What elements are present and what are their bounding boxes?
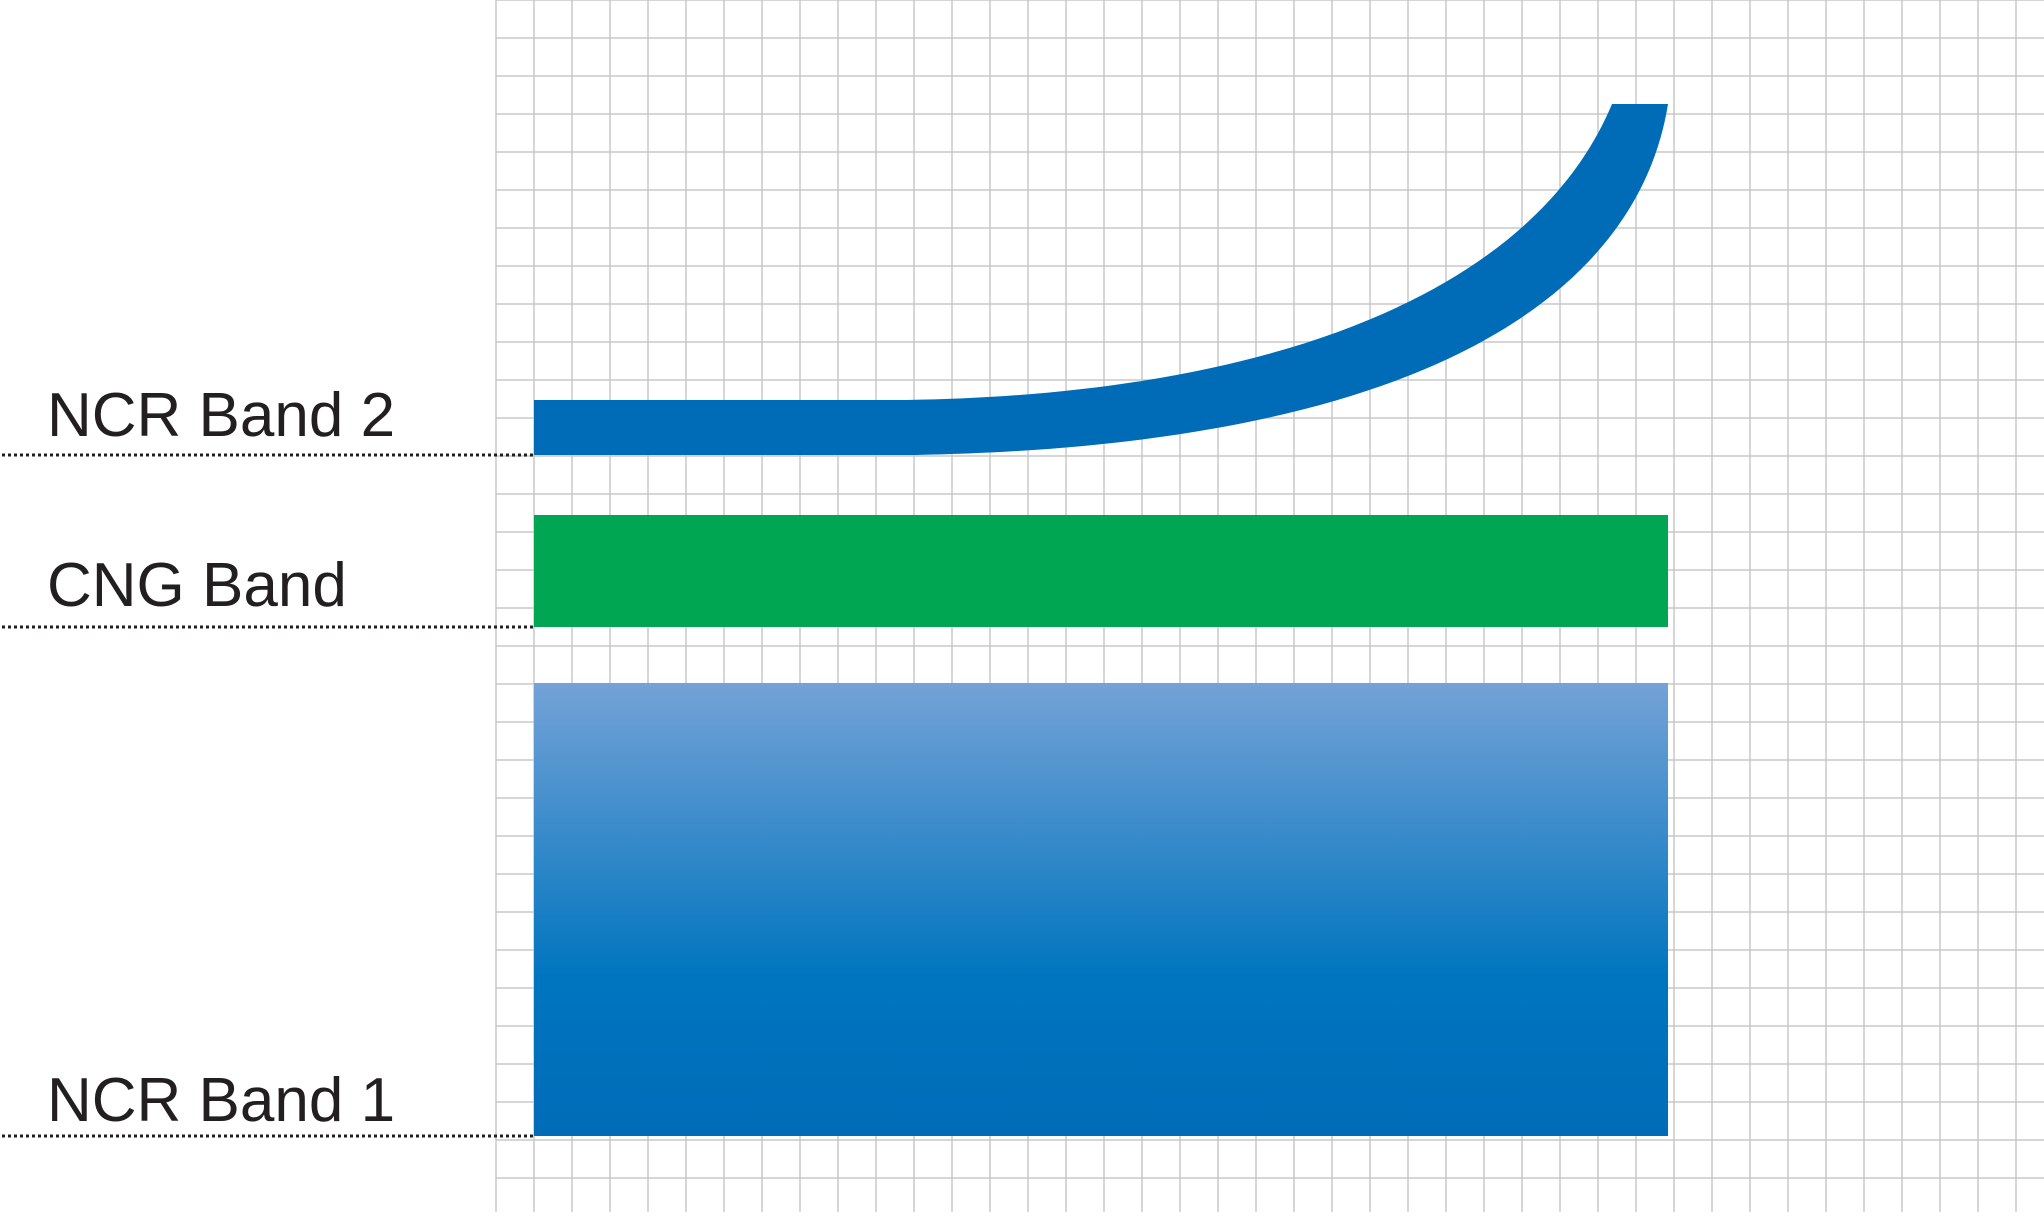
- ncr-band-1-label: NCR Band 1: [47, 1066, 396, 1135]
- cng-band-shape: [534, 515, 1668, 627]
- leader-lines: [2, 453, 534, 1138]
- ncr-band-2-shape: [534, 104, 1668, 455]
- ncr-band-1-shape: [534, 683, 1668, 1136]
- cng-band-label: CNG Band: [47, 551, 347, 620]
- ncr-band-2-label: NCR Band 2: [47, 381, 396, 450]
